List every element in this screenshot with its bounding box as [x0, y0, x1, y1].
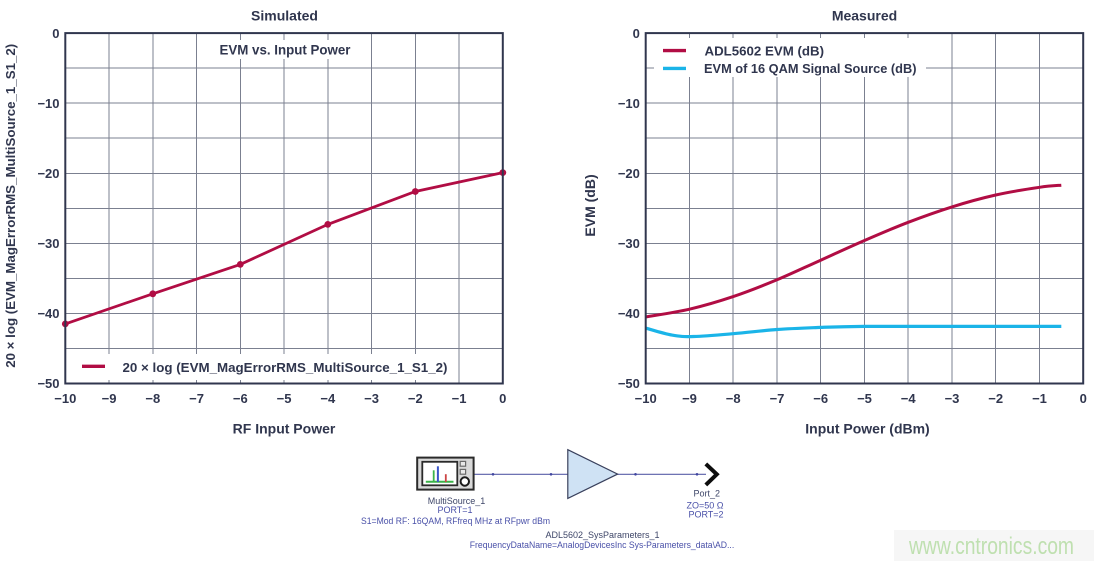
svg-text:−8: −8: [726, 391, 741, 406]
svg-text:MultiSource_1: MultiSource_1: [428, 496, 486, 506]
svg-text:−10: −10: [37, 96, 59, 111]
svg-text:−10: −10: [54, 391, 76, 406]
svg-text:Measured: Measured: [832, 7, 897, 23]
svg-text:−2: −2: [988, 391, 1003, 406]
svg-text:0: 0: [499, 391, 506, 406]
svg-text:−4: −4: [901, 391, 917, 406]
svg-text:EVM of 16 QAM Signal Source (d: EVM of 16 QAM Signal Source (dB): [704, 61, 917, 76]
svg-text:−8: −8: [145, 391, 160, 406]
svg-text:FrequencyDataName=AnalogDevice: FrequencyDataName=AnalogDevicesInc Sys-P…: [470, 540, 735, 550]
svg-text:EVM vs. Input Power: EVM vs. Input Power: [220, 42, 352, 58]
svg-text:−7: −7: [189, 391, 204, 406]
svg-text:−1: −1: [452, 391, 467, 406]
svg-text:−20: −20: [618, 166, 640, 181]
svg-text:−2: −2: [408, 391, 423, 406]
svg-text:−30: −30: [618, 236, 640, 251]
svg-text:EVM (dB): EVM (dB): [582, 174, 598, 236]
svg-text:−40: −40: [618, 306, 640, 321]
svg-text:Port_2: Port_2: [694, 489, 721, 499]
svg-text:20 × log (EVM_MagErrorRMS_Mult: 20 × log (EVM_MagErrorRMS_MultiSource_1_…: [3, 44, 18, 368]
svg-text:−6: −6: [233, 391, 248, 406]
svg-text:−4: −4: [320, 391, 336, 406]
svg-text:−1: −1: [1032, 391, 1047, 406]
svg-text:Input Power (dBm): Input Power (dBm): [805, 421, 929, 437]
svg-text:0: 0: [1080, 391, 1087, 406]
svg-text:S1=Mod RF: 16QAM, RFfreq MHz a: S1=Mod RF: 16QAM, RFfreq MHz at RFpwr dB…: [361, 516, 550, 526]
svg-text:ADL5602 EVM (dB): ADL5602 EVM (dB): [705, 43, 825, 58]
svg-text:−5: −5: [857, 391, 872, 406]
svg-text:−20: −20: [37, 166, 59, 181]
svg-text:ZO=50 Ω: ZO=50 Ω: [687, 501, 724, 511]
svg-text:−7: −7: [770, 391, 785, 406]
svg-text:−10: −10: [618, 96, 640, 111]
svg-text:−9: −9: [102, 391, 117, 406]
svg-text:ADL5602_SysParameters_1: ADL5602_SysParameters_1: [545, 530, 659, 540]
svg-text:−30: −30: [37, 236, 59, 251]
svg-text:www.cntronics.com: www.cntronics.com: [908, 533, 1074, 560]
svg-text:PORT=2: PORT=2: [688, 510, 723, 520]
svg-text:−9: −9: [682, 391, 697, 406]
svg-text:−3: −3: [364, 391, 379, 406]
svg-text:−6: −6: [813, 391, 828, 406]
svg-text:0: 0: [52, 26, 59, 41]
svg-text:−50: −50: [37, 376, 59, 391]
svg-text:−10: −10: [635, 391, 657, 406]
svg-text:20 × log (EVM_MagErrorRMS_Mult: 20 × log (EVM_MagErrorRMS_MultiSource_1_…: [123, 360, 448, 375]
svg-text:Simulated: Simulated: [251, 7, 318, 23]
svg-text:−40: −40: [37, 306, 59, 321]
svg-text:0: 0: [633, 26, 640, 41]
svg-text:PORT=1: PORT=1: [437, 505, 472, 515]
svg-text:−50: −50: [618, 376, 640, 391]
svg-text:RF Input Power: RF Input Power: [233, 421, 336, 437]
svg-text:−3: −3: [945, 391, 960, 406]
svg-text:−5: −5: [277, 391, 292, 406]
